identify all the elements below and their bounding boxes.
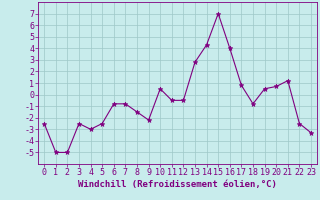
X-axis label: Windchill (Refroidissement éolien,°C): Windchill (Refroidissement éolien,°C) xyxy=(78,180,277,189)
